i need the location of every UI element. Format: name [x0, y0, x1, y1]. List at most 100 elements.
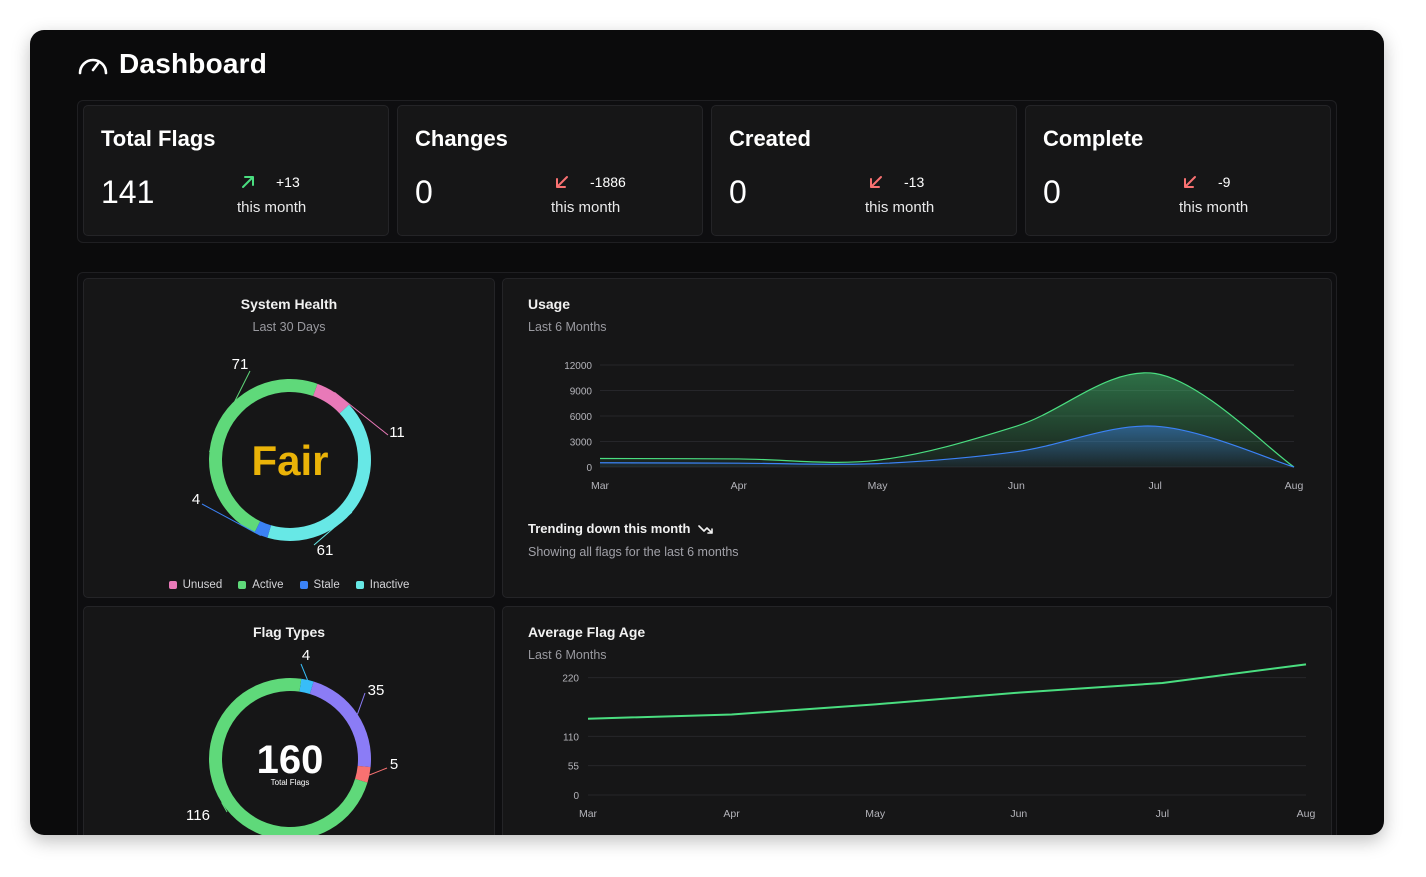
types-value-label: 4	[302, 647, 310, 664]
types-leader-line	[221, 802, 228, 813]
avg-age-card: Average Flag Age Last 6 Months 0 55 110 220…	[502, 606, 1332, 835]
age-x-tick-label: Jun	[1010, 808, 1027, 820]
system-health-legend: Unused Active Stale Inactive	[84, 579, 494, 591]
trending-down-icon	[698, 524, 714, 534]
usage-series-area	[600, 425, 1294, 467]
legend-swatch	[168, 581, 177, 589]
usage-x-tick-label: Jun	[1008, 480, 1025, 492]
usage-series-line	[599, 372, 1295, 468]
age-x-tick-label: Aug	[1297, 808, 1316, 820]
age-x-tick-label: May	[865, 808, 886, 820]
legend-swatch	[299, 581, 308, 589]
types-slice	[299, 678, 314, 694]
usage-card: Usage Last 6 Months 0 3000 6000 9000 12000 Ma…	[502, 278, 1332, 598]
types-value-label: 116	[186, 807, 210, 824]
health-slice	[313, 383, 350, 414]
health-value-label: 4	[192, 491, 200, 508]
age-y-tick-label: 0	[573, 791, 579, 802]
arrow-down-left-icon	[1184, 176, 1196, 188]
stat-card-total-flags[interactable]: Total Flags 141 +13 this month	[83, 105, 389, 236]
flag-types-card: Flag Types 4 35 5 116 160 Total Flags	[83, 606, 495, 835]
age-x-tick-label: Apr	[723, 808, 740, 820]
stat-delta: -1886	[590, 174, 626, 190]
arrow-up-right-icon	[242, 176, 254, 188]
legend-item-active: Active	[238, 579, 284, 591]
usage-x-tick-label: Apr	[731, 480, 748, 492]
types-total: 160	[257, 738, 324, 782]
health-leader-line	[208, 370, 251, 453]
usage-x-tick-label: Mar	[591, 480, 610, 492]
types-slice	[355, 765, 371, 783]
stat-value: 141	[101, 174, 155, 210]
page-title: Dashboard	[119, 48, 268, 79]
types-slice	[309, 681, 371, 768]
age-x-tick-label: Mar	[579, 808, 598, 820]
usage-title: Usage	[528, 296, 571, 312]
types-value-label: 35	[368, 682, 385, 699]
stat-card-complete[interactable]: Complete 0 -9 this month	[1025, 105, 1331, 236]
usage-x-tick-label: Aug	[1285, 480, 1304, 492]
legend-item-stale: Stale	[299, 579, 340, 591]
avg-age-subtitle: Last 6 Months	[528, 648, 607, 662]
usage-x-tick-label: Jul	[1148, 480, 1161, 492]
health-value-label: 71	[232, 356, 249, 373]
types-leader-line	[300, 663, 308, 681]
legend-item-unused: Unused	[168, 579, 223, 591]
stat-card-changes[interactable]: Changes 0 -1886 this month	[397, 105, 703, 236]
stat-delta: -13	[904, 174, 925, 190]
health-slice	[209, 379, 318, 533]
stat-value: 0	[415, 174, 433, 210]
health-slice	[254, 521, 272, 538]
system-health-subtitle: Last 30 Days	[252, 320, 326, 334]
system-health-title: System Health	[240, 296, 338, 312]
stat-value: 0	[1043, 174, 1061, 210]
legend-swatch	[238, 581, 247, 589]
avg-age-title: Average Flag Age	[528, 624, 646, 640]
legend-swatch	[355, 581, 364, 589]
arrow-down-left-icon	[870, 176, 882, 188]
stat-period: this month	[1179, 199, 1249, 216]
usage-y-tick-label: 6000	[570, 412, 593, 423]
health-leader-line	[334, 391, 389, 436]
types-leader-line	[369, 767, 388, 776]
age-x-tick-label: Jul	[1156, 808, 1169, 820]
usage-footer: Showing all flags for the last 6 months	[528, 545, 739, 559]
age-series-line	[587, 663, 1307, 720]
stat-card-created[interactable]: Created 0 -13 this month	[711, 105, 1017, 236]
system-health-card: System Health Last 30 Days 71 11 61 4 Fair U…	[83, 278, 495, 598]
age-y-tick-label: 220	[562, 674, 579, 685]
types-leader-line	[356, 692, 366, 715]
usage-x-tick-label: May	[868, 480, 889, 492]
stat-period: this month	[237, 199, 307, 216]
page-header: Dashboard	[77, 48, 267, 80]
usage-y-tick-label: 0	[586, 463, 592, 474]
stat-label: Changes	[415, 126, 508, 151]
legend-item-inactive: Inactive	[355, 579, 410, 591]
usage-y-tick-label: 9000	[570, 387, 593, 398]
gauge-icon	[78, 58, 108, 75]
system-health-donut: 71 11 61 4 Fair	[192, 356, 405, 559]
health-leader-line	[201, 503, 262, 537]
legend-label: Unused	[182, 579, 223, 591]
health-status-text: Fair	[251, 437, 328, 484]
legend-label: Stale	[313, 579, 340, 591]
usage-subtitle: Last 6 Months	[528, 320, 607, 334]
avg-age-line-chart: 0 55 110 220 Mar Apr May Jun Jul Aug	[562, 663, 1316, 820]
legend-label: Inactive	[369, 579, 410, 591]
age-y-tick-label: 55	[568, 762, 580, 773]
stat-label: Total Flags	[101, 126, 216, 151]
health-leader-line	[313, 511, 353, 546]
usage-trend: Trending down this month	[528, 521, 714, 536]
dashboard-window: Dashboard Total Flags 141 +13 this month…	[30, 30, 1384, 835]
usage-y-tick-label: 3000	[570, 438, 593, 449]
usage-y-tick-label: 12000	[564, 361, 592, 372]
stat-value: 0	[729, 174, 747, 210]
stats-row: Total Flags 141 +13 this month Changes 0…	[77, 100, 1337, 243]
usage-series-line	[599, 425, 1295, 468]
stat-delta: +13	[276, 174, 300, 190]
legend-label: Active	[252, 579, 284, 591]
types-total-label: Total Flags	[271, 778, 310, 787]
health-value-label: 11	[389, 424, 405, 441]
stat-period: this month	[865, 199, 935, 216]
